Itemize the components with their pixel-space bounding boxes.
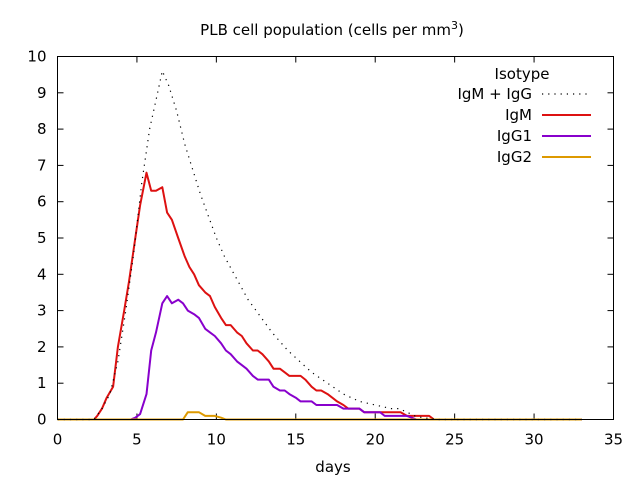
- plot-frame: [57, 56, 614, 420]
- legend-label: IgM: [505, 106, 532, 124]
- x-tick-label: 15: [286, 431, 305, 449]
- chart-title: PLB cell population (cells per mm3): [200, 19, 464, 39]
- x-tick-label: 10: [207, 431, 226, 449]
- legend-label: IgG1: [497, 127, 532, 145]
- x-tick-labels: 0 5 10 15 20 25 30 35: [53, 431, 623, 449]
- legend-label: IgM + IgG: [457, 85, 532, 103]
- y-tick-label: 2: [37, 338, 47, 356]
- y-tick-label: 0: [37, 411, 47, 429]
- x-tick-label: 30: [525, 431, 544, 449]
- x-tick-label: 35: [604, 431, 623, 449]
- chart-title-main: PLB cell population (cells per mm: [200, 21, 451, 39]
- x-tick-label: 20: [366, 431, 385, 449]
- series-line-igm-igg: [57, 70, 582, 421]
- y-tick-label: 3: [37, 302, 47, 320]
- series-lines: [57, 70, 582, 421]
- y-tick-label: 5: [37, 229, 47, 247]
- y-tick-label: 1: [37, 374, 47, 392]
- chart-title-close: ): [458, 21, 464, 39]
- x-tick-label: 5: [132, 431, 142, 449]
- legend-label: IgG2: [497, 148, 532, 166]
- y-tick-label: 9: [37, 84, 47, 102]
- y-tick-label: 6: [37, 193, 47, 211]
- legend-title: Isotype: [495, 65, 550, 83]
- series-line-igm: [57, 171, 582, 421]
- legend: Isotype IgM + IgG IgM IgG1 IgG2: [457, 65, 591, 166]
- y-tick-label: 4: [37, 265, 47, 283]
- y-tick-labels: 0 1 2 3 4 5 6 7 8 9 10: [27, 48, 46, 429]
- chart-title-superscript: 3: [451, 19, 458, 32]
- x-axis-label: days: [315, 458, 351, 476]
- x-tick-label: 0: [53, 431, 63, 449]
- y-tick-label: 8: [37, 120, 47, 138]
- y-tick-label: 10: [27, 48, 46, 66]
- x-tick-label: 25: [445, 431, 464, 449]
- series-line-igg1: [57, 295, 582, 421]
- y-tick-label: 7: [37, 156, 47, 174]
